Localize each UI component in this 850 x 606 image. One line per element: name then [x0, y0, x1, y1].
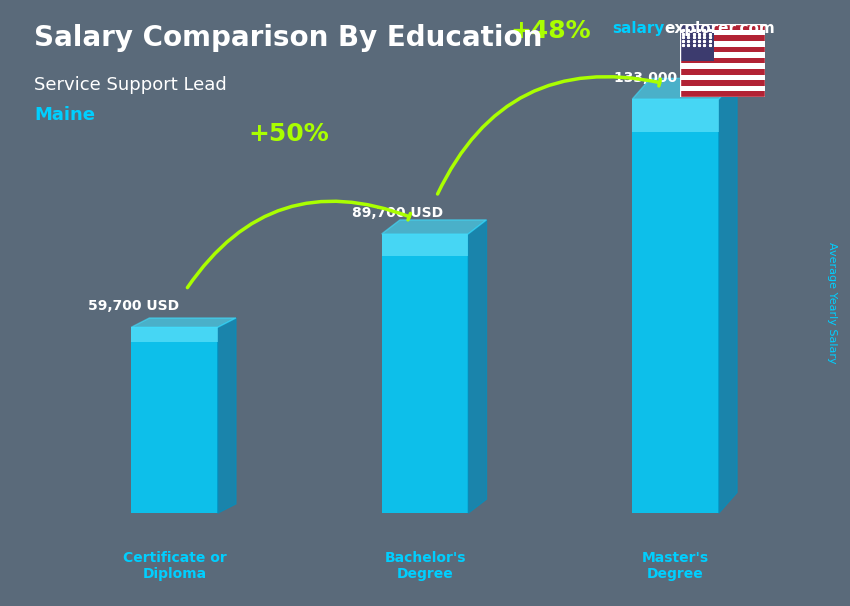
- Text: Certificate or
Diploma: Certificate or Diploma: [122, 550, 226, 581]
- Bar: [680, 69, 765, 75]
- Bar: [680, 47, 765, 52]
- Bar: [680, 80, 765, 86]
- Text: +50%: +50%: [248, 122, 329, 146]
- Bar: [680, 75, 765, 80]
- Text: Bachelor's
Degree: Bachelor's Degree: [384, 550, 466, 581]
- FancyBboxPatch shape: [131, 327, 218, 513]
- Text: 89,700 USD: 89,700 USD: [352, 206, 443, 220]
- Polygon shape: [131, 318, 236, 327]
- Polygon shape: [382, 220, 486, 234]
- FancyBboxPatch shape: [131, 327, 218, 342]
- Text: 133,000 USD: 133,000 USD: [614, 71, 715, 85]
- Text: Salary Comparison By Education: Salary Comparison By Education: [34, 24, 542, 52]
- FancyBboxPatch shape: [382, 234, 468, 513]
- FancyBboxPatch shape: [632, 99, 719, 513]
- Bar: [680, 30, 765, 35]
- Text: Maine: Maine: [34, 106, 95, 124]
- Polygon shape: [632, 78, 737, 99]
- Bar: [680, 58, 765, 64]
- Text: 59,700 USD: 59,700 USD: [88, 299, 179, 313]
- Text: explorer.com: explorer.com: [665, 21, 775, 36]
- Bar: [680, 24, 714, 61]
- FancyBboxPatch shape: [382, 234, 468, 256]
- Text: Average Yearly Salary: Average Yearly Salary: [827, 242, 837, 364]
- Text: salary: salary: [612, 21, 665, 36]
- Text: +48%: +48%: [510, 19, 591, 42]
- Bar: [680, 35, 765, 41]
- Bar: [680, 41, 765, 47]
- Bar: [680, 24, 765, 30]
- Text: Service Support Lead: Service Support Lead: [34, 76, 227, 94]
- Text: Master's
Degree: Master's Degree: [642, 550, 709, 581]
- FancyBboxPatch shape: [632, 99, 719, 132]
- Bar: [680, 92, 765, 97]
- Bar: [680, 64, 765, 69]
- Polygon shape: [468, 220, 486, 513]
- Polygon shape: [218, 318, 236, 513]
- Bar: [680, 86, 765, 92]
- Bar: [680, 52, 765, 58]
- Polygon shape: [719, 78, 737, 513]
